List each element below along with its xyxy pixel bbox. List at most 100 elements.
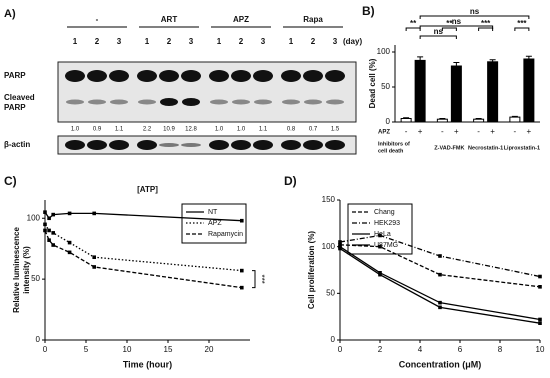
actin-band — [303, 140, 323, 150]
error-bar — [489, 59, 496, 62]
category-label: Necrostatin-1 — [468, 145, 503, 151]
series-line — [339, 246, 541, 321]
error-bar — [525, 55, 532, 59]
significance-label: ns — [470, 7, 480, 16]
sign-label: - — [441, 127, 444, 136]
group-label: - — [96, 15, 99, 24]
cleaved-band — [138, 99, 156, 105]
row-label: Cleaved — [4, 93, 35, 102]
data-point — [92, 255, 96, 260]
parp-band — [137, 70, 157, 82]
data-point — [378, 233, 382, 238]
ratio-label: 1.0 — [71, 127, 80, 133]
data-point — [378, 244, 382, 249]
cleaved-band — [254, 99, 272, 105]
ratio-label: 0.9 — [93, 127, 102, 133]
significance-label: ns — [452, 17, 462, 26]
ratio-label: 1.0 — [237, 127, 246, 133]
significance-label: *** — [257, 274, 266, 283]
group-label: Inhibitors of — [378, 141, 410, 147]
data-point — [538, 274, 542, 279]
group-label: Rapa — [303, 15, 323, 24]
parp-band — [209, 70, 229, 82]
legend-box — [181, 203, 247, 244]
bar — [400, 118, 412, 123]
legend-label: Rapamycin — [208, 231, 243, 238]
panel-label: B) — [362, 4, 375, 18]
series-line — [44, 223, 242, 272]
x-tick-label: 2 — [378, 345, 383, 354]
y-axis-label: intensity (%) — [22, 246, 31, 294]
bracket — [514, 27, 530, 31]
data-point — [240, 218, 244, 223]
actin-band — [87, 140, 107, 150]
actin-band — [181, 143, 201, 147]
y-tick-label: 100 — [322, 242, 336, 251]
y-tick-label: 0 — [331, 335, 336, 344]
error-bar — [453, 62, 460, 66]
actin-band — [253, 140, 273, 150]
bracket — [252, 270, 256, 289]
x-tick-label: 10 — [123, 345, 132, 354]
data-point — [338, 246, 342, 251]
y-axis-label: Relative luminescence — [12, 227, 21, 313]
data-point — [338, 240, 342, 244]
legend-label: HEK293 — [374, 220, 400, 227]
data-point — [438, 300, 442, 305]
data-point — [92, 211, 96, 216]
legend-label: NT — [208, 209, 218, 216]
sign-label: + — [527, 127, 532, 136]
cleaved-band — [282, 99, 300, 105]
unit-label: (day) — [343, 37, 362, 46]
parp-band — [303, 70, 323, 82]
sign-label: + — [454, 127, 459, 136]
bar — [436, 118, 448, 123]
actin-band — [209, 140, 229, 150]
x-tick-label: 4 — [418, 345, 423, 354]
cleaved-band — [88, 99, 106, 105]
ratio-label: 1.0 — [215, 127, 224, 133]
chart-title: [ATP] — [137, 185, 158, 194]
y-tick-label: 0 — [386, 117, 391, 126]
panel-label: D) — [284, 174, 297, 188]
series-line — [339, 247, 541, 324]
data-point — [538, 321, 542, 325]
panel-label: A) — [4, 8, 16, 20]
legend-label: Chang — [374, 209, 395, 216]
bar — [450, 65, 462, 123]
series-line — [339, 234, 541, 278]
data-point — [338, 243, 342, 247]
lane-label: 1 — [73, 37, 78, 46]
sign-label: - — [477, 127, 480, 136]
parp-band — [109, 70, 129, 82]
data-point — [67, 250, 72, 255]
cleaved-band — [110, 99, 128, 105]
y-tick-label: 100 — [377, 47, 391, 56]
data-point — [240, 285, 244, 290]
ratio-label: 0.8 — [287, 127, 296, 133]
group-label: cell death — [378, 148, 404, 154]
ratio-label: 10.9 — [163, 127, 175, 133]
ratio-label: 1.1 — [259, 127, 268, 133]
cleaved-band — [160, 98, 178, 106]
lane-label: 2 — [167, 37, 172, 46]
bar — [523, 58, 535, 123]
bracket — [478, 27, 494, 31]
data-point — [47, 216, 51, 221]
x-tick-label: 15 — [164, 345, 173, 354]
ratio-label: 0.7 — [309, 127, 318, 133]
lane-label: 3 — [333, 37, 338, 46]
data-point — [92, 265, 96, 269]
sign-label: + — [418, 127, 423, 136]
ratio-label: 1.5 — [331, 127, 340, 133]
data-point — [51, 231, 55, 235]
data-point — [43, 222, 47, 227]
actin-band — [109, 140, 129, 150]
bar — [487, 61, 499, 123]
legend-label: APZ — [208, 220, 222, 227]
actin-band — [281, 140, 301, 150]
legend-label: HeLa — [374, 231, 391, 238]
row-label: PARP — [4, 71, 26, 80]
actin-band — [325, 140, 345, 150]
x-axis-label: Concentration (μM) — [399, 359, 482, 369]
